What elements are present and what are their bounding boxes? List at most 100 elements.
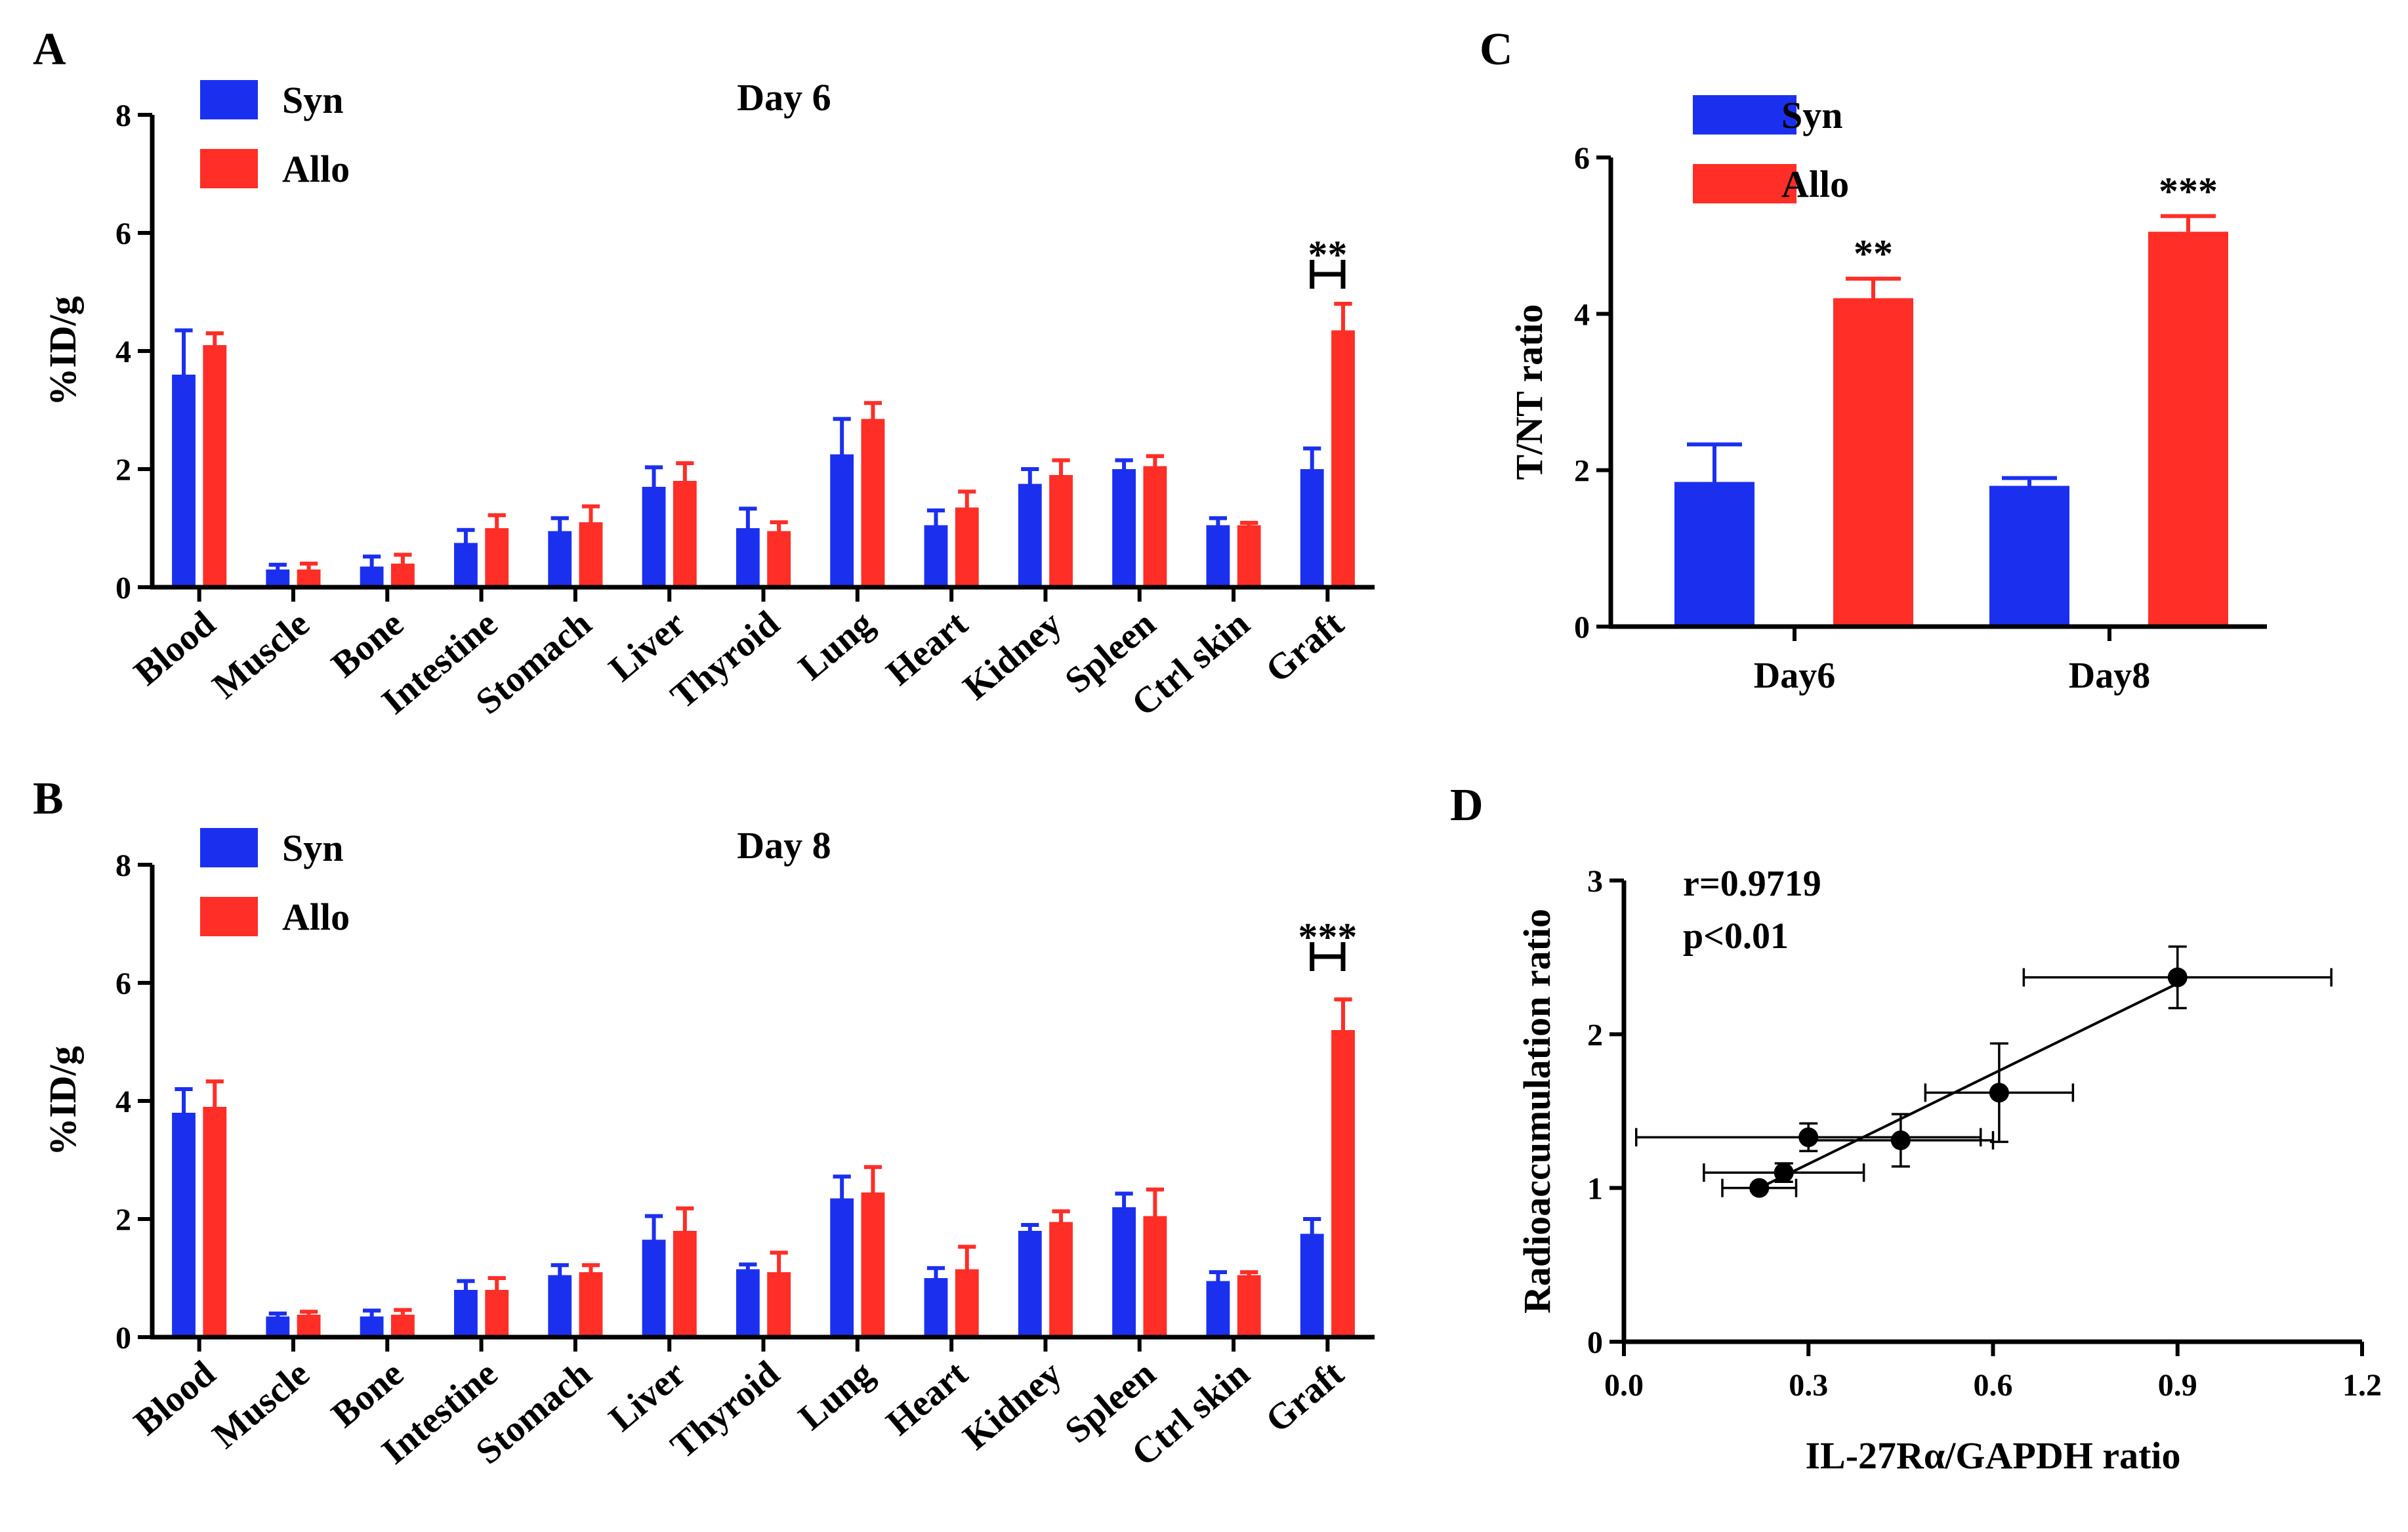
- chart-title: Day 8: [737, 824, 831, 867]
- legend-label-syn: Syn: [282, 79, 344, 121]
- legend-label-allo: Allo: [282, 896, 350, 938]
- bar-allo: [767, 1272, 791, 1337]
- legend-label-syn: Syn: [282, 827, 344, 869]
- x-tick-label: Muscle: [205, 603, 317, 706]
- y-tick-label: 4: [115, 1085, 131, 1119]
- bar-syn: [548, 531, 572, 587]
- y-tick-label: 2: [115, 453, 131, 487]
- bar-allo: [485, 1290, 509, 1337]
- panel-label: B: [33, 774, 64, 824]
- bar-syn: [830, 454, 854, 587]
- bar-syn: [736, 1269, 760, 1337]
- bar-syn: [1206, 1281, 1230, 1337]
- bar-allo: [767, 531, 791, 587]
- legend-label-syn: Syn: [1781, 94, 1843, 136]
- panel-label: D: [1450, 780, 1484, 831]
- significance-label: **: [1854, 232, 1893, 276]
- x-tick-label: Lung: [791, 603, 882, 688]
- bar-allo: [391, 564, 415, 587]
- y-tick-label: 0: [115, 1321, 131, 1356]
- bar-allo: [203, 1107, 227, 1337]
- bar-allo: [955, 1269, 979, 1337]
- x-tick-label: Graft: [1258, 1353, 1352, 1441]
- bar-allo: [297, 1314, 321, 1337]
- panel-label: C: [1480, 24, 1513, 75]
- bar-syn: [736, 528, 760, 587]
- bar-syn: [454, 543, 478, 587]
- x-tick-label: Lung: [791, 1353, 882, 1438]
- y-tick-label: 6: [1574, 141, 1590, 176]
- scatter-point: [2167, 967, 2188, 987]
- bar-syn: [266, 1316, 290, 1337]
- legend-label-allo: Allo: [282, 148, 350, 190]
- bar-syn: [1300, 469, 1324, 587]
- legend-swatch-syn: [200, 828, 258, 867]
- bar-allo: [579, 522, 603, 587]
- y-axis-label: %ID/g: [41, 1046, 84, 1156]
- bar-syn: [454, 1290, 478, 1337]
- x-tick-label: 0.9: [2158, 1368, 2197, 1403]
- y-tick-label: 3: [1587, 864, 1603, 899]
- bar-syn: [548, 1275, 572, 1337]
- y-tick-label: 0: [1587, 1325, 1603, 1360]
- bar-allo: [579, 1272, 603, 1337]
- bar-syn: [924, 1278, 948, 1337]
- bar-syn: [1112, 469, 1136, 587]
- x-tick-label: Day6: [1754, 655, 1835, 696]
- stat-annotation: p<0.01: [1683, 916, 1789, 957]
- bar-syn: [360, 1316, 384, 1337]
- x-tick-label: Kidney: [955, 1353, 1069, 1458]
- y-tick-label: 2: [115, 1203, 131, 1237]
- bar-allo: [1049, 1222, 1073, 1337]
- y-tick-label: 0: [115, 571, 131, 606]
- y-tick-label: 2: [1574, 454, 1590, 489]
- bar-syn: [1018, 1231, 1042, 1337]
- chart-title: Day 6: [737, 76, 831, 119]
- x-tick-label: 1.2: [2342, 1368, 2382, 1403]
- legend-label-allo: Allo: [1781, 163, 1849, 205]
- y-tick-label: 8: [115, 98, 131, 133]
- significance-label: ***: [2159, 169, 2218, 213]
- scatter-point: [1890, 1130, 1911, 1151]
- legend-swatch-allo: [1693, 164, 1796, 203]
- bar-syn: [1018, 484, 1042, 587]
- significance-label: **: [1308, 233, 1347, 276]
- bar-allo: [1143, 466, 1167, 587]
- bar-syn: [266, 569, 290, 587]
- bar-allo: [1833, 298, 1913, 627]
- x-tick-label: 0.3: [1789, 1368, 1828, 1403]
- bar-allo: [673, 1231, 697, 1337]
- bar-syn: [1674, 482, 1754, 627]
- y-tick-label: 1: [1587, 1172, 1603, 1207]
- y-tick-label: 6: [115, 217, 131, 251]
- legend-swatch-syn: [1693, 95, 1796, 135]
- x-tick-label: Kidney: [955, 603, 1069, 708]
- x-axis-label: IL-27Rα/GAPDH ratio: [1805, 1434, 2180, 1477]
- x-tick-label: Day8: [2069, 655, 2150, 696]
- bar-allo: [203, 345, 227, 587]
- x-tick-label: Graft: [1258, 603, 1352, 691]
- bar-syn: [172, 1113, 196, 1337]
- y-axis-label: %ID/g: [41, 296, 84, 406]
- regression-line: [1758, 982, 2178, 1190]
- x-tick-label: 0.0: [1604, 1368, 1644, 1403]
- x-tick-label: Muscle: [205, 1353, 317, 1456]
- bar-allo: [1331, 1030, 1355, 1337]
- scatter-point: [1989, 1083, 2009, 1103]
- y-tick-label: 4: [1574, 297, 1590, 332]
- y-tick-label: 2: [1587, 1018, 1603, 1052]
- bar-syn: [1206, 525, 1230, 587]
- panel-label: A: [33, 24, 66, 75]
- bar-allo: [1331, 330, 1355, 587]
- x-tick-label: Thyroid: [663, 1353, 787, 1466]
- x-tick-label: Thyroid: [663, 603, 787, 716]
- bar-allo: [391, 1314, 415, 1337]
- bar-syn: [642, 487, 666, 587]
- bar-syn: [642, 1239, 666, 1337]
- legend-swatch-allo: [200, 897, 258, 936]
- bar-allo: [1049, 475, 1073, 587]
